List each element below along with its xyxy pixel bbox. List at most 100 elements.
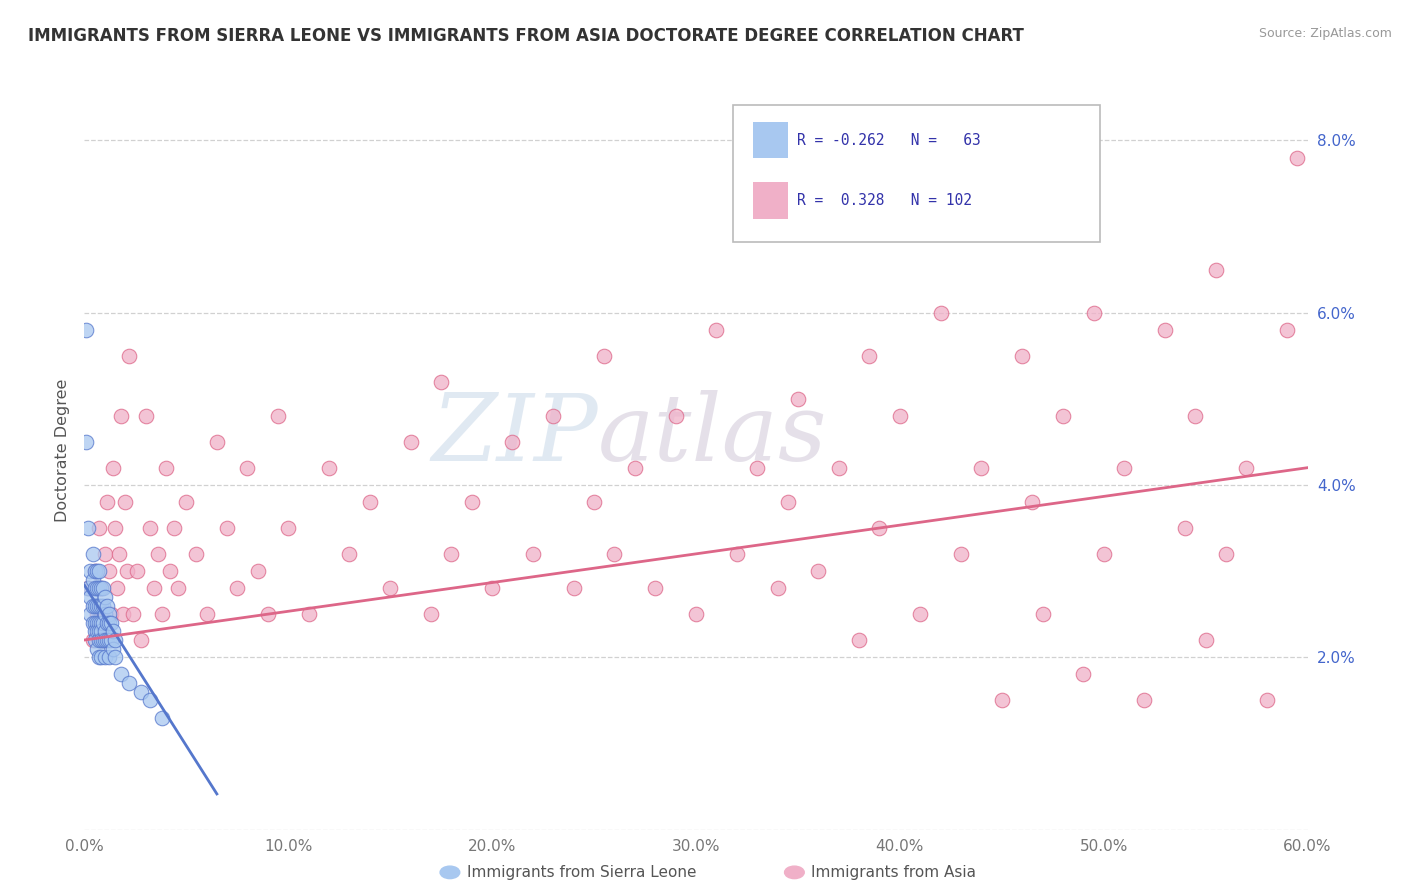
Point [1073, 667, 1095, 681]
Point [93, 590, 115, 604]
Text: IMMIGRANTS FROM SIERRA LEONE VS IMMIGRANTS FROM ASIA DOCTORATE DEGREE CORRELATIO: IMMIGRANTS FROM SIERRA LEONE VS IMMIGRAN… [28, 27, 1024, 45]
Point [90, 599, 112, 613]
Point [603, 547, 626, 561]
Point [1092, 547, 1115, 561]
Point [1021, 495, 1043, 509]
Point [82, 615, 104, 630]
Point [991, 693, 1014, 707]
Point [167, 582, 190, 596]
Point [138, 693, 160, 707]
Point [101, 460, 124, 475]
Point [359, 495, 381, 509]
Point [1011, 349, 1033, 363]
Point [776, 495, 799, 509]
Point [1032, 607, 1054, 622]
Point [77, 582, 100, 596]
Point [624, 460, 647, 475]
Point [1215, 547, 1237, 561]
Point [87, 599, 110, 613]
Point [97, 564, 120, 578]
Point [138, 521, 160, 535]
Point [86, 582, 108, 596]
Point [87, 521, 110, 535]
Text: Immigrants from Asia: Immigrants from Asia [811, 865, 976, 880]
Point [226, 582, 249, 596]
Point [858, 349, 880, 363]
Point [83, 615, 105, 630]
Point [766, 582, 789, 596]
Point [93, 607, 115, 622]
Point [104, 650, 127, 665]
Point [90, 582, 112, 596]
Point [430, 375, 453, 389]
Point [87, 633, 110, 648]
Point [90, 633, 112, 648]
Point [87, 615, 110, 630]
Point [889, 409, 911, 423]
Point [787, 392, 810, 406]
Point [593, 349, 616, 363]
Point [420, 607, 443, 622]
Point [97, 650, 120, 665]
Point [93, 624, 115, 639]
Point [77, 582, 100, 596]
Point [186, 547, 208, 561]
Point [91, 633, 114, 648]
Point [1184, 409, 1206, 423]
Point [150, 607, 173, 622]
Point [96, 633, 118, 648]
Point [101, 624, 124, 639]
Point [583, 495, 606, 509]
Point [93, 607, 115, 622]
Point [339, 547, 361, 561]
Point [112, 607, 135, 622]
Point [929, 305, 952, 319]
Point [79, 564, 101, 578]
Point [869, 521, 891, 535]
Point [104, 521, 127, 535]
Point [807, 564, 830, 578]
Point [97, 633, 120, 648]
Point [828, 460, 851, 475]
Bar [754, 122, 787, 158]
Point [318, 460, 340, 475]
Point [665, 409, 688, 423]
Point [90, 624, 112, 639]
Point [1154, 323, 1177, 337]
Point [970, 460, 993, 475]
Point [91, 615, 114, 630]
Point [146, 547, 169, 561]
Point [93, 650, 115, 665]
Point [644, 582, 666, 596]
Point [105, 582, 128, 596]
Point [83, 582, 105, 596]
Point [155, 460, 177, 475]
Point [86, 641, 108, 656]
Point [399, 434, 422, 449]
Point [131, 633, 153, 648]
Point [246, 564, 269, 578]
Point [83, 633, 105, 648]
Point [127, 564, 149, 578]
Point [1277, 323, 1299, 337]
Point [97, 615, 120, 630]
Point [118, 676, 141, 690]
Point [1133, 693, 1156, 707]
Point [87, 650, 110, 665]
Point [1114, 460, 1136, 475]
Point [100, 633, 122, 648]
Point [86, 599, 108, 613]
Point [522, 547, 544, 561]
Text: ZIP: ZIP [432, 391, 598, 480]
Point [82, 633, 104, 648]
Point [104, 633, 127, 648]
Point [90, 615, 112, 630]
Point [86, 607, 108, 622]
Point [277, 521, 299, 535]
Point [82, 599, 104, 613]
Point [1256, 693, 1278, 707]
Text: R =  0.328   N = 102: R = 0.328 N = 102 [797, 194, 973, 208]
Point [159, 564, 181, 578]
Point [174, 495, 197, 509]
Point [685, 607, 707, 622]
